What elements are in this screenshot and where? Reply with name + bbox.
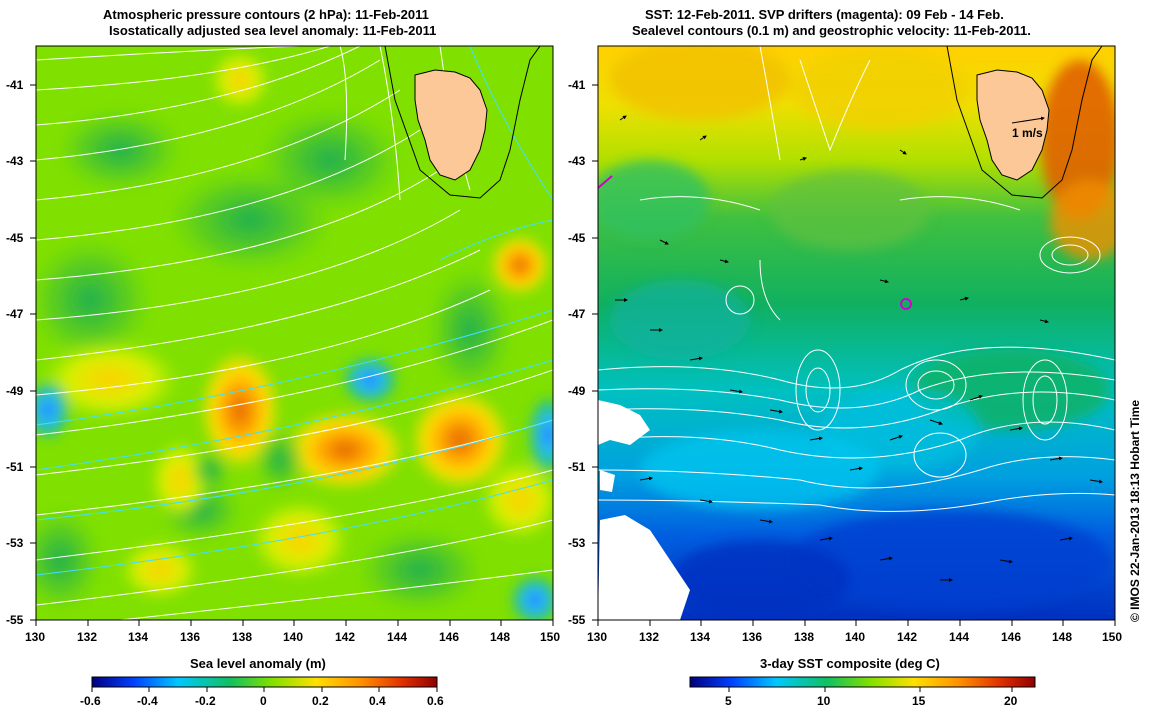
right-lon-tick: 144 [949,630,970,644]
left-lat-tick: -51 [6,460,24,474]
drifter-track [598,175,613,189]
right-lat-tick: -55 [568,613,586,627]
right-lon-tick: 134 [690,630,711,644]
right-lat-tick: -41 [568,78,586,92]
velocity-scale-arrow [1011,116,1045,124]
tasmania-land-right [976,69,1050,181]
left-colorbar-tick-label: 0 [260,694,267,708]
right-lat-tick: -49 [568,384,586,398]
left-colorbar-tick-label: -0.2 [195,694,216,708]
right-colorbar-ticks [728,687,1013,692]
cloud-gaps [598,400,690,620]
pressure-contours [36,46,553,620]
right-lon-tick: 148 [1052,630,1073,644]
left-lon-tick: 130 [25,630,46,644]
right-title-line1: SST: 12-Feb-2011. SVP drifters (magenta)… [645,7,1004,22]
right-title-line2: Sealevel contours (0.1 m) and geostrophi… [632,23,1031,38]
right-lon-tick: 130 [587,630,608,644]
left-lon-tick: 150 [540,630,561,644]
right-colorbar-label: 3-day SST composite (deg C) [760,656,940,671]
sealevel-contours [598,46,1115,512]
left-anomaly-field [36,50,553,620]
right-colorbar-tick-label: 10 [817,694,831,708]
right-colorbar-tick-label: 20 [1004,694,1018,708]
left-lat-tick: -45 [6,231,24,245]
drifter-marker [900,298,912,310]
credit-text: © IMOS 22-Jan-2013 18:13 Hobart Time [1128,399,1142,622]
left-colorbar-tick-label: 0.4 [369,694,386,708]
left-lon-tick: 146 [439,630,460,644]
left-lon-tick: 140 [283,630,304,644]
left-colorbar-tick-label: 0.6 [427,694,444,708]
right-lon-tick: 140 [845,630,866,644]
right-map [598,46,1115,620]
velocity-scale-label: 1 m/s [1012,126,1043,140]
right-lon-tick: 136 [742,630,763,644]
left-lon-tick: 132 [77,630,98,644]
left-lat-tick: -41 [6,78,24,92]
right-lat-tick: -45 [568,231,586,245]
left-colorbar-ticks [91,687,438,692]
tasmania-land-left [414,69,488,181]
pressure-contours-cyan [36,46,553,576]
right-lon-tick: 142 [897,630,918,644]
coastline-right [946,46,1103,199]
left-lat-tick: -53 [6,536,24,550]
left-title-line2: Isostatically adjusted sea level anomaly… [109,23,437,38]
right-lat-tick: -43 [568,154,586,168]
left-lon-tick: 144 [387,630,408,644]
right-lon-tick: 146 [1001,630,1022,644]
right-lat-tick: -53 [568,536,586,550]
right-colorbar-tick-label: 5 [725,694,732,708]
right-lon-tick: 138 [794,630,815,644]
left-colorbar-tick-label: -0.4 [137,694,158,708]
left-lat-tick: -49 [6,384,24,398]
left-lon-tick: 136 [180,630,201,644]
coastline-left [384,46,541,199]
left-title-line1: Atmospheric pressure contours (2 hPa): 1… [103,7,429,22]
left-colorbar [91,676,438,688]
right-lat-tick: -51 [568,460,586,474]
velocity-arrows [615,115,1103,582]
left-lat-tick: -47 [6,307,24,321]
left-lon-tick: 134 [128,630,149,644]
left-colorbar-tick-label: -0.6 [80,694,101,708]
left-map [36,46,553,620]
left-axis-ticks [30,84,554,626]
right-colorbar-tick-label: 15 [912,694,926,708]
right-colorbar [689,676,1036,688]
right-axis-ticks [592,84,1116,626]
left-lon-tick: 148 [490,630,511,644]
left-lon-tick: 142 [335,630,356,644]
left-lat-tick: -55 [6,613,24,627]
right-lat-tick: -47 [568,307,586,321]
left-lat-tick: -43 [6,154,24,168]
right-lon-tick: 150 [1102,630,1123,644]
left-lon-tick: 138 [232,630,253,644]
left-colorbar-tick-label: 0.2 [312,694,329,708]
left-colorbar-label: Sea level anomaly (m) [190,656,326,671]
right-lon-tick: 132 [639,630,660,644]
